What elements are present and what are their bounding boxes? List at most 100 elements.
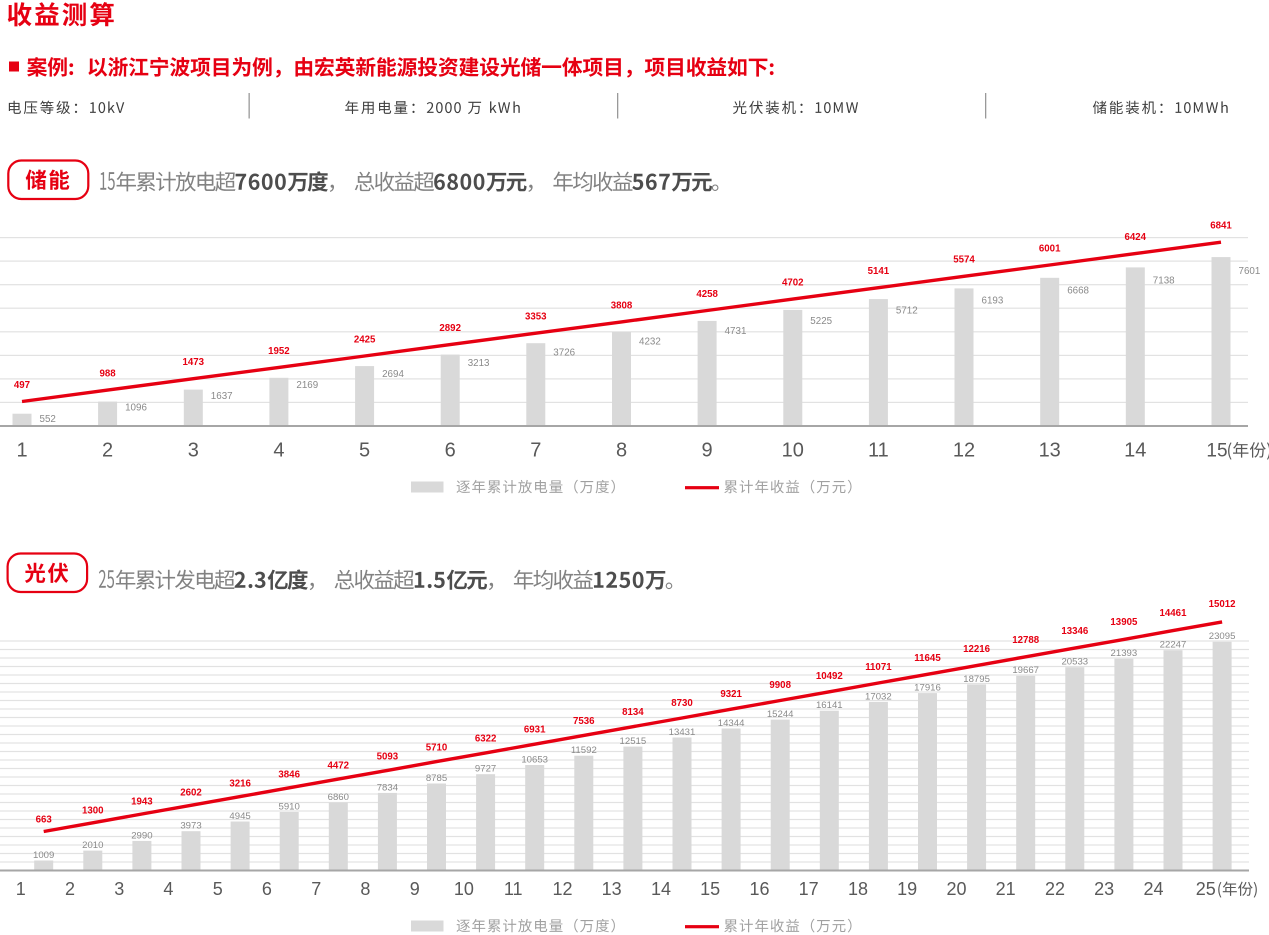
svg-text:4731: 4731 xyxy=(725,326,747,337)
svg-text:6322: 6322 xyxy=(475,734,497,745)
svg-text:24: 24 xyxy=(1143,879,1163,899)
svg-text:9727: 9727 xyxy=(475,764,496,775)
svg-text:1473: 1473 xyxy=(183,357,205,368)
svg-text:20533: 20533 xyxy=(1061,657,1088,668)
svg-text:6: 6 xyxy=(445,440,456,462)
svg-text:2602: 2602 xyxy=(180,788,202,799)
svg-text:7834: 7834 xyxy=(377,782,399,793)
svg-text:18: 18 xyxy=(848,879,868,899)
svg-text:10: 10 xyxy=(454,879,474,899)
svg-text:3216: 3216 xyxy=(229,779,251,790)
svg-text:497: 497 xyxy=(14,380,30,391)
svg-text:1009: 1009 xyxy=(33,850,54,861)
svg-text:20: 20 xyxy=(946,879,966,899)
svg-text:21: 21 xyxy=(996,879,1016,899)
svg-text:2694: 2694 xyxy=(382,369,404,380)
svg-text:6860: 6860 xyxy=(328,792,349,803)
svg-text:17032: 17032 xyxy=(865,691,892,702)
svg-text:1943: 1943 xyxy=(131,797,153,808)
svg-text:6931: 6931 xyxy=(524,725,546,736)
svg-text:7601: 7601 xyxy=(1239,266,1261,277)
svg-text:2892: 2892 xyxy=(439,323,461,334)
svg-text:13431: 13431 xyxy=(669,727,696,738)
svg-text:1: 1 xyxy=(16,440,27,462)
svg-text:16: 16 xyxy=(749,879,769,899)
svg-text:3973: 3973 xyxy=(180,821,201,832)
svg-text:6193: 6193 xyxy=(982,295,1004,306)
svg-text:15244: 15244 xyxy=(767,709,794,720)
svg-text:10: 10 xyxy=(782,440,804,462)
svg-text:663: 663 xyxy=(36,814,53,825)
svg-text:12216: 12216 xyxy=(963,644,991,655)
svg-text:3: 3 xyxy=(188,440,199,462)
svg-text:2169: 2169 xyxy=(296,380,318,391)
svg-text:15: 15 xyxy=(700,879,720,899)
svg-text:23095: 23095 xyxy=(1209,631,1236,642)
svg-text:5093: 5093 xyxy=(377,752,399,763)
svg-text:2: 2 xyxy=(65,879,75,899)
svg-text:4258: 4258 xyxy=(696,289,718,300)
svg-text:11071: 11071 xyxy=(865,662,892,673)
svg-text:13: 13 xyxy=(602,879,622,899)
svg-text:3726: 3726 xyxy=(553,347,575,358)
svg-text:552: 552 xyxy=(40,414,56,425)
svg-text:14344: 14344 xyxy=(718,718,745,729)
svg-text:17916: 17916 xyxy=(914,683,941,694)
svg-text:12515: 12515 xyxy=(620,736,647,747)
svg-text:5141: 5141 xyxy=(868,266,890,277)
svg-text:17: 17 xyxy=(799,879,819,899)
svg-text:7: 7 xyxy=(311,879,321,899)
svg-text:4702: 4702 xyxy=(782,278,804,289)
svg-text:9908: 9908 xyxy=(769,680,791,691)
svg-text:14461: 14461 xyxy=(1160,608,1188,619)
svg-text:8134: 8134 xyxy=(622,707,644,718)
svg-text:5710: 5710 xyxy=(426,743,448,754)
svg-text:4: 4 xyxy=(163,879,173,899)
svg-text:19: 19 xyxy=(897,879,917,899)
svg-text:3: 3 xyxy=(114,879,124,899)
svg-text:2010: 2010 xyxy=(82,840,103,851)
svg-text:4232: 4232 xyxy=(639,337,661,348)
svg-text:6668: 6668 xyxy=(1067,286,1089,297)
svg-text:9: 9 xyxy=(702,440,713,462)
svg-text:5225: 5225 xyxy=(810,316,832,327)
svg-text:3808: 3808 xyxy=(611,300,633,311)
svg-text:6841: 6841 xyxy=(1210,221,1232,232)
svg-text:7: 7 xyxy=(530,440,541,462)
svg-text:7138: 7138 xyxy=(1153,276,1175,287)
svg-text:4472: 4472 xyxy=(328,761,350,772)
svg-text:5910: 5910 xyxy=(279,801,300,812)
svg-text:8730: 8730 xyxy=(671,698,693,709)
svg-text:14: 14 xyxy=(1124,440,1146,462)
svg-text:18795: 18795 xyxy=(963,674,990,685)
svg-text:23: 23 xyxy=(1094,879,1114,899)
svg-text:11592: 11592 xyxy=(571,745,597,756)
svg-text:19667: 19667 xyxy=(1012,665,1039,676)
svg-text:10653: 10653 xyxy=(521,754,548,765)
svg-text:10492: 10492 xyxy=(816,671,843,682)
svg-text:5712: 5712 xyxy=(896,306,918,317)
svg-text:2425: 2425 xyxy=(354,334,376,345)
svg-text:1300: 1300 xyxy=(82,805,104,816)
svg-text:13905: 13905 xyxy=(1110,617,1138,628)
svg-text:4: 4 xyxy=(273,440,284,462)
svg-text:5: 5 xyxy=(359,440,370,462)
svg-text:11: 11 xyxy=(868,440,889,462)
svg-text:6: 6 xyxy=(262,879,272,899)
svg-text:22247: 22247 xyxy=(1160,640,1187,651)
svg-text:1096: 1096 xyxy=(125,403,147,414)
svg-text:16141: 16141 xyxy=(816,700,843,711)
svg-text:15012: 15012 xyxy=(1209,599,1236,610)
svg-text:11645: 11645 xyxy=(914,653,941,664)
svg-text:9321: 9321 xyxy=(720,689,742,700)
svg-text:12788: 12788 xyxy=(1012,635,1040,646)
svg-text:22: 22 xyxy=(1045,879,1065,899)
svg-text:13: 13 xyxy=(1039,440,1061,462)
svg-text:14: 14 xyxy=(651,879,671,899)
svg-text:7536: 7536 xyxy=(573,716,595,727)
svg-text:9: 9 xyxy=(410,879,420,899)
svg-text:8: 8 xyxy=(360,879,370,899)
svg-text:12: 12 xyxy=(552,879,572,899)
svg-text:5574: 5574 xyxy=(953,255,975,266)
svg-text:988: 988 xyxy=(100,369,117,380)
